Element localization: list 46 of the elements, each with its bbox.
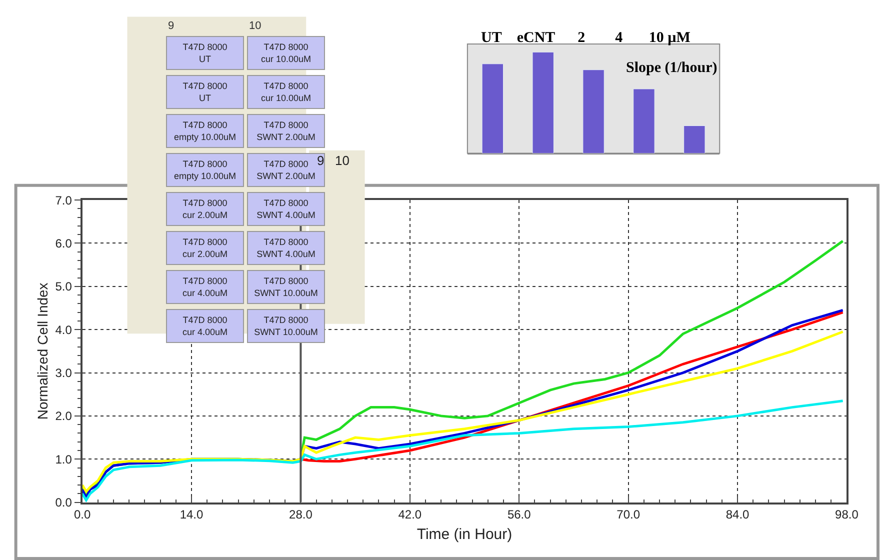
text: T47D 8000 cur 10.00uM (260, 42, 312, 64)
y-tick-label: 7.0 (55, 193, 72, 208)
x-tick-label: 42.0 (398, 508, 422, 522)
x-tick-label: 70.0 (616, 508, 640, 522)
line-series (82, 400, 844, 502)
text: 9 (168, 20, 174, 32)
text: Slope (1/hour) (626, 60, 718, 76)
text: T47D 8000 cur 10.00uM (260, 81, 312, 103)
text: T47D 8000 UT (182, 81, 228, 103)
bar (684, 126, 706, 154)
text: T47D 8000 SWNT 2.00uM (256, 159, 316, 181)
text: 10 (335, 153, 350, 168)
annotation: T47D 8000 SWNT 4.00uM (256, 198, 316, 220)
bar (633, 88, 655, 154)
annotation: T47D 8000 SWNT 10.00uM (254, 276, 318, 298)
x-axis-title: Time (in Hour) (416, 526, 512, 544)
x-tick-label: 0.0 (74, 508, 91, 522)
bar (582, 70, 604, 154)
annotation: T47D 8000 SWNT 4.00uM (256, 237, 316, 259)
y-tick-label: 3.0 (55, 366, 72, 380)
text: 9 (317, 153, 324, 168)
annotation: T47D 8000 cur 2.00uM (182, 198, 228, 220)
x-tick-label: 28.0 (289, 508, 313, 522)
y-tick-label: 0.0 (55, 496, 72, 510)
x-tick-label: 98.0 (835, 508, 859, 522)
bar (532, 52, 554, 154)
text: T47D 8000 SWNT 2.00uM (256, 120, 316, 142)
annotation: T47D 8000 cur 4.00uM (182, 276, 228, 298)
y-tick-label: 6.0 (55, 236, 72, 250)
annotation: T47D 8000 cur 2.00uM (182, 237, 228, 259)
bar (482, 64, 504, 154)
y-tick-label: 2.0 (55, 409, 72, 424)
annotation: T47D 8000 SWNT 10.00uM (254, 315, 318, 337)
x-tick-label: 14.0 (180, 508, 204, 522)
x-tick-label: 84.0 (726, 508, 750, 522)
text: T47D 8000 empty 10.00uM (174, 120, 236, 142)
text: T47D 8000 UT (182, 42, 228, 64)
y-axis-title: Normalized Cell Index (34, 282, 50, 420)
y-tick-label: 5.0 (55, 280, 72, 294)
text: 10 (249, 20, 262, 32)
text: T47D 8000 empty 10.00uM (174, 159, 236, 181)
x-tick-label: 56.0 (507, 508, 532, 522)
y-tick-label: 1.0 (55, 452, 72, 466)
annotation: T47D 8000 cur 4.00uM (182, 315, 228, 337)
text: UT eCNT 2 4 10 µM (481, 30, 690, 46)
y-tick-label: 4.0 (55, 322, 72, 337)
